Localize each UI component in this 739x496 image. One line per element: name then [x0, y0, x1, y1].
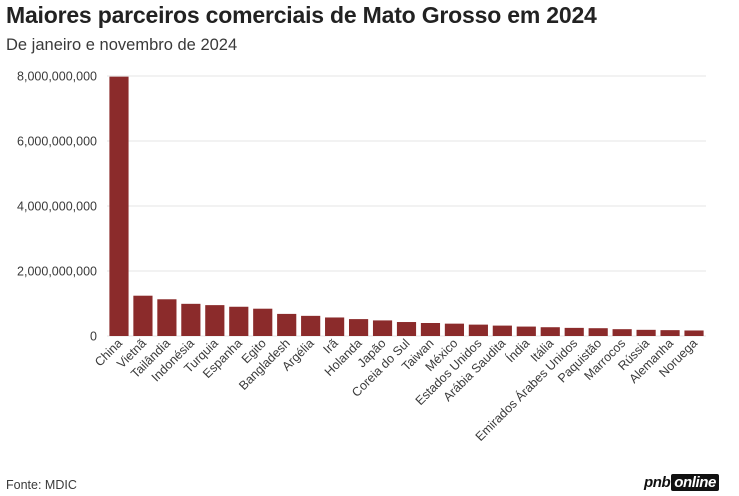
bar-arábia-saudita [492, 325, 512, 336]
x-axis: ChinaVietnãTailândiaIndonésiaTurquiaEspa… [92, 335, 700, 443]
bar-espanha [229, 306, 249, 336]
bar-rússia [636, 329, 656, 336]
bar-chart: 0 2,000,000,000 4,000,000,000 6,000,000,000… [17, 70, 706, 444]
y-tick-label: 4,000,000,000 [17, 200, 97, 214]
logo-box-text: online [671, 474, 719, 491]
logo-text: pnb [643, 474, 671, 491]
bar-argélia [301, 315, 321, 336]
chart-subtitle: De janeiro e novembro de 2024 [6, 36, 238, 54]
bar-coreia-do-sul [396, 322, 417, 336]
bar-egito [253, 308, 273, 336]
bar-indonésia [181, 303, 201, 336]
bar-turquia [205, 305, 225, 336]
bar-holanda [348, 319, 369, 336]
bar-japão [372, 320, 393, 336]
x-tick-label: Índia [503, 335, 533, 365]
y-tick-label: 6,000,000,000 [17, 135, 97, 149]
y-axis: 0 2,000,000,000 4,000,000,000 6,000,000,000… [17, 70, 97, 344]
bar-estados-unidos [468, 324, 488, 336]
bar-itália [540, 327, 560, 336]
grid-layer [107, 75, 706, 337]
bar-emirados-árabes-unidos [564, 327, 584, 336]
y-tick-label: 0 [90, 330, 97, 344]
chart-title: Maiores parceiros comerciais de Mato Gro… [6, 2, 597, 28]
bar-méxico [444, 323, 465, 336]
y-tick-label: 2,000,000,000 [17, 265, 97, 279]
bar-tailândia [157, 299, 177, 336]
bars [109, 76, 704, 337]
bar-vietnã [133, 295, 153, 336]
bar-china [109, 76, 129, 337]
bar-paquistão [588, 328, 608, 336]
bar-noruega [684, 330, 704, 336]
bar-alemanha [660, 330, 680, 336]
source-note: Fonte: MDIC [6, 478, 77, 492]
bar-índia [516, 326, 536, 336]
y-tick-label: 8,000,000,000 [17, 70, 97, 84]
bar-bangladesh [277, 313, 297, 336]
brand-logo[interactable]: pnb online [644, 474, 719, 491]
bar-irã [325, 317, 345, 336]
bar-taiwan [420, 323, 441, 336]
bar-marrocos [612, 329, 632, 336]
